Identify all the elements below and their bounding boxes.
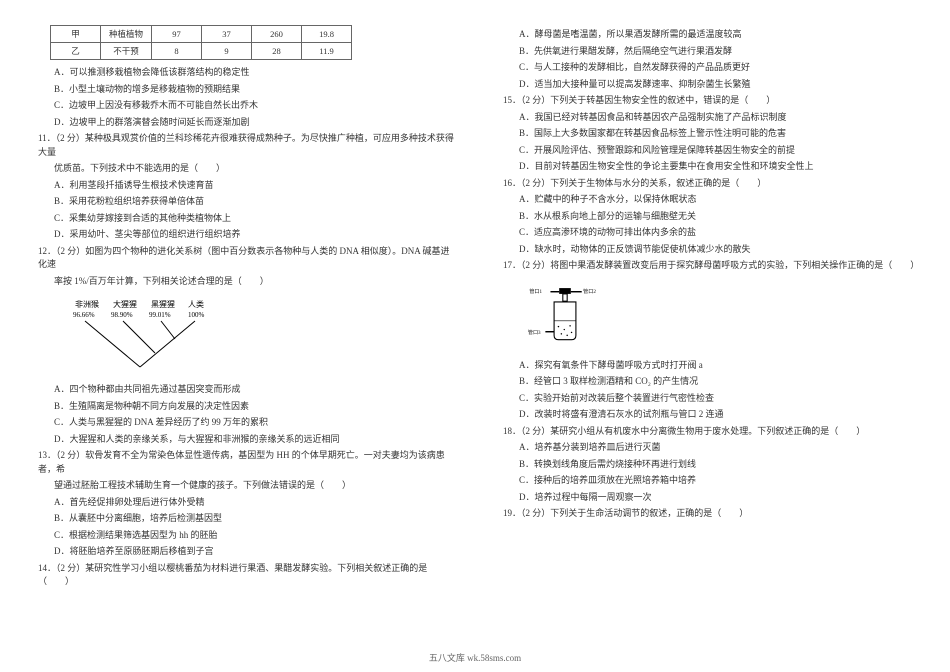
tree-label: 黑猩猩 <box>151 299 175 309</box>
option-c: C．与人工接种的发酵相比，自然发酵获得的产品品质更好 <box>519 61 920 75</box>
option-b: B．转换划线角度后需灼烧接种环再进行划线 <box>519 458 920 472</box>
question-16: 16．（2 分）下列关于生物体与水分的关系，叙述正确的是（ ） <box>503 177 920 191</box>
cell: 28 <box>252 43 302 60</box>
option-c: C．采集幼芽嫁接到合适的其他种类植物体上 <box>54 212 455 226</box>
question-17: 17．（2 分）将图中果酒发酵装置改变后用于探究酵母菌呼吸方式的实验，下列相关操… <box>503 259 920 273</box>
question-19: 19．（2 分）下列关于生命活动调节的叙述，正确的是（ ） <box>503 507 920 521</box>
question-12: 12．（2 分）如图为四个物种的进化关系树（图中百分数表示各物种与人类的 DNA… <box>38 245 455 272</box>
option-c: C．边坡甲上因没有移栽乔木而不可能自然长出乔木 <box>54 99 455 113</box>
page-container: 甲 种植植物 97 37 260 19.8 乙 不干预 8 9 28 11.9 … <box>0 0 950 602</box>
option-c: C．实验开始前对改装后整个装置进行气密性检查 <box>519 392 920 406</box>
cell: 9 <box>202 43 252 60</box>
flask-label: 管口3 <box>528 328 541 335</box>
cell: 不干预 <box>101 43 152 60</box>
cell: 8 <box>152 43 202 60</box>
option-c: C．根据检测结果筛选基因型为 hh 的胚胎 <box>54 529 455 543</box>
tree-pct: 96.66% <box>73 311 95 319</box>
data-table: 甲 种植植物 97 37 260 19.8 乙 不干预 8 9 28 11.9 <box>50 25 352 60</box>
option-b: B．先供氧进行果醋发酵，然后隔绝空气进行果酒发酵 <box>519 45 920 59</box>
question-18: 18．（2 分）某研究小组从有机废水中分离微生物用于废水处理。下列叙述正确的是（… <box>503 425 920 439</box>
option-d: D．边坡甲上的群落演替会随时间延长而逐渐加剧 <box>54 116 455 130</box>
option-c: C．适应高渗环境的动物可排出体内多余的盐 <box>519 226 920 240</box>
question-14: 14．（2 分）某研究性学习小组以樱桃番茄为材料进行果酒、果醋发酵实验。下列相关… <box>38 562 455 589</box>
option-b: B．水从根系向地上部分的运输与细胞壁无关 <box>519 210 920 224</box>
cell: 19.8 <box>302 26 352 43</box>
option-b: B．小型土壤动物的增多是移栽植物的预期结果 <box>54 83 455 97</box>
question-13: 13．（2 分）软骨发育不全为常染色体显性遗传病，基因型为 HH 的个体早期死亡… <box>38 449 455 476</box>
option-a: A．首先经促排卵处理后进行体外受精 <box>54 496 455 510</box>
option-d: D．目前对转基因生物安全性的争论主要集中在食用安全性和环境安全性上 <box>519 160 920 174</box>
tree-pct: 98.90% <box>111 311 133 319</box>
option-d: D．将胚胎培养至原肠胚期后移植到子宫 <box>54 545 455 559</box>
cell: 种植植物 <box>101 26 152 43</box>
option-b: B．采用花粉粒组织培养获得单倍体苗 <box>54 195 455 209</box>
cell: 260 <box>252 26 302 43</box>
right-column: A．酵母菌是嗜温菌，所以果酒发酵所需的最适温度较高 B．先供氧进行果醋发酵，然后… <box>495 25 920 592</box>
option-a: A．探究有氧条件下酵母菌呼吸方式时打开阀 a <box>519 359 920 373</box>
phylogenetic-tree-diagram: 非洲猴 大猩猩 黑猩猩 人类 96.66% 98.90% 99.01% 100% <box>60 297 240 372</box>
option-a: A．利用茎段扦插诱导生根技术快速育苗 <box>54 179 455 193</box>
option-a: A．培养基分装到培养皿后进行灭菌 <box>519 441 920 455</box>
cell: 37 <box>202 26 252 43</box>
option-b: B．从囊胚中分离细胞，培养后检测基因型 <box>54 512 455 526</box>
cell: 97 <box>152 26 202 43</box>
option-a: A．我国已经对转基因食品和转基因农产品强制实施了产品标识制度 <box>519 111 920 125</box>
option-a: A．四个物种都由共同祖先通过基因突变而形成 <box>54 383 455 397</box>
tree-label: 人类 <box>188 299 204 309</box>
option-b: B．生殖隔离是物种朝不同方向发展的决定性因素 <box>54 400 455 414</box>
option-d: D．培养过程中每隔一周观察一次 <box>519 491 920 505</box>
tree-pct: 100% <box>188 311 205 319</box>
flask-apparatus-diagram: 管口1 管口2 管口3 <box>525 280 605 350</box>
cell: 甲 <box>51 26 101 43</box>
option-d: D．改装时将盛有澄清石灰水的试剂瓶与管口 2 连通 <box>519 408 920 422</box>
option-a: A．酵母菌是嗜温菌，所以果酒发酵所需的最适温度较高 <box>519 28 920 42</box>
left-column: 甲 种植植物 97 37 260 19.8 乙 不干预 8 9 28 11.9 … <box>30 25 455 592</box>
option-b: B．国际上大多数国家都在转基因食品标签上警示性注明可能的危害 <box>519 127 920 141</box>
question-13-cont: 望通过胚胎工程技术辅助生育一个健康的孩子。下列做法错误的是（ ） <box>54 479 455 493</box>
option-c: C．人类与黑猩猩的 DNA 差异经历了约 99 万年的累积 <box>54 416 455 430</box>
cell: 乙 <box>51 43 101 60</box>
flask-label: 管口2 <box>583 288 596 295</box>
option-a: A．可以推测移栽植物会降低该群落结构的稳定性 <box>54 66 455 80</box>
cell: 11.9 <box>302 43 352 60</box>
option-d: D．适当加大接种量可以提高发酵速率、抑制杂菌生长繁殖 <box>519 78 920 92</box>
question-12-cont: 率按 1%/百万年计算，下列相关论述合理的是（ ） <box>54 275 455 289</box>
question-11: 11．（2 分）某种极具观赏价值的兰科珍稀花卉很难获得成熟种子。为尽快推广种植，… <box>38 132 455 159</box>
option-d: D．采用幼叶、茎尖等部位的组织进行组织培养 <box>54 228 455 242</box>
option-d: D．缺水时，动物体的正反馈调节能促使机体减少水的散失 <box>519 243 920 257</box>
question-11-cont: 优质苗。下列技术中不能选用的是（ ） <box>54 162 455 176</box>
option-a: A．贮藏中的种子不含水分，以保持休眠状态 <box>519 193 920 207</box>
option-d: D．大猩猩和人类的亲缘关系，与大猩猩和非洲猴的亲缘关系的远近相同 <box>54 433 455 447</box>
option-b: B．经管口 3 取样检测酒精和 CO₂ 的产生情况 <box>519 375 920 389</box>
flask-label: 管口1 <box>529 288 542 295</box>
tree-label: 非洲猴 <box>75 299 99 309</box>
tree-pct: 99.01% <box>149 311 171 319</box>
option-c: C．接种后的培养皿须放在光照培养箱中培养 <box>519 474 920 488</box>
tree-label: 大猩猩 <box>113 299 137 309</box>
option-c: C．开展风险评估、预警跟踪和风险管理是保障转基因生物安全的前提 <box>519 144 920 158</box>
question-15: 15．（2 分）下列关于转基因生物安全性的叙述中，错误的是（ ） <box>503 94 920 108</box>
footer-text: 五八文库 wk.58sms.com <box>0 651 950 664</box>
table-row: 甲 种植植物 97 37 260 19.8 <box>51 26 352 43</box>
table-row: 乙 不干预 8 9 28 11.9 <box>51 43 352 60</box>
